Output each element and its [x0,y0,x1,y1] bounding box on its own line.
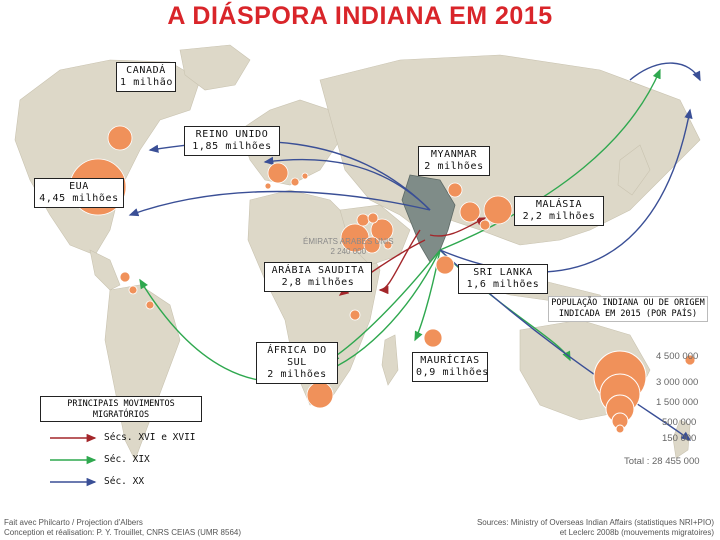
circle-singapore [479,219,491,231]
footer-sources: Sources: Ministry of Overseas Indian Aff… [477,518,714,538]
label-usa-value: 4,45 milhões [39,193,119,204]
arrow-green-3 [328,249,441,361]
label-myanmar-value: 2 milhões [424,161,484,172]
label-uae-name: ÉMIRATS ARABES UNIS [303,237,394,246]
page-title: A DIÁSPORA INDIANA EM 2015 [167,2,553,30]
circle-south-africa [306,381,334,409]
circle-mauritius [423,328,443,348]
arrow-blue-3 [128,190,431,217]
legend-item-red-label: Sécs. XVI e XVII [104,432,196,443]
circle-kuwait [356,213,370,227]
label-uk-value: 1,85 milhões [192,141,272,152]
scale-value-1500000: 1 500 000 [656,397,699,408]
scale-circle-150000 [615,424,625,434]
label-srilanka-value: 1,6 milhões [466,279,540,290]
legend-title: PRINCIPAIS MOVIMENTOS MIGRATÓRIOS [67,399,175,420]
arrow-red-2 [429,217,487,237]
circle-oman [363,236,381,254]
circle-europe-small-1 [290,177,300,187]
circle-srilanka [435,255,455,275]
label-uk-name: REINO UNIDO [195,129,269,140]
label-mauritius: MAURÍCIAS 0,9 milhões [412,352,488,382]
circle-uae [370,218,394,242]
legend-lines [50,433,97,487]
legend-item-blue-label: Séc. XX [104,476,145,487]
madagascar [381,334,399,386]
circle-nepal [447,182,463,198]
footer-source-1: Sources: Ministry of Overseas Indian Aff… [476,518,714,527]
central-america [89,249,121,291]
scale-value-500000: 500 000 [662,417,697,428]
circle-bahrain [383,240,393,250]
scale-value-3000000: 3 000 000 [656,377,699,388]
label-usa: EUA 4,45 milhões [34,178,124,208]
legend-title-box: PRINCIPAIS MOVIMENTOS MIGRATÓRIOS [40,396,202,422]
population-total: Total : 28 455 000 [624,456,700,467]
label-myanmar-name: MYANMAR [430,149,478,160]
label-canada-value: 1 milhão [120,77,173,88]
map: CANADÁ 1 milhão REINO UNIDO 1,85 milhões… [0,40,720,512]
legend-item-green: Séc. XIX [104,454,150,465]
greenland [179,44,251,91]
arrow-blue-2 [263,156,431,211]
circle-fiji [684,354,696,366]
population-scale [593,350,647,434]
circle-qatar [367,212,379,224]
legend-item-blue: Séc. XX [104,476,144,487]
label-srilanka: SRI LANKA 1,6 milhões [458,264,548,294]
circle-malaysia [483,195,513,225]
label-saudi-name: ARÁBIA SAUDITA [271,265,365,276]
label-mauritius-value: 0,9 milhões [416,367,489,378]
label-uk: REINO UNIDO 1,85 milhões [184,126,280,156]
circle-canada [107,125,133,151]
label-mauritius-name: MAURÍCIAS [420,355,480,366]
circle-caribbean-1 [119,271,131,283]
circle-caribbean-2 [128,285,138,295]
label-canada: CANADÁ 1 milhão [116,62,176,92]
label-saudi-value: 2,8 milhões [281,277,355,288]
legend-item-red: Sécs. XVI e XVII [104,432,196,443]
label-srilanka-name: SRI LANKA [473,267,533,278]
label-usa-name: EUA [69,181,89,192]
footer-projection: Fait avec Philcarto / Projection d'Alber… [4,518,143,527]
circle-europe-small-2 [301,172,309,180]
circle-east-africa [349,309,361,321]
arrow-blue-6 [629,62,701,82]
label-malaysia: MALÁSIA 2,2 milhões [514,196,604,226]
arrow-red-1 [378,229,421,295]
circle-guyana [145,300,155,310]
label-southafrica-value: 2 milhões [267,369,327,380]
label-southafrica: ÁFRICA DO SUL 2 milhões [256,342,338,384]
label-southafrica-name: ÁFRICA DO SUL [267,345,327,368]
population-legend-title: POPULAÇÃO INDIANA OU DE ORIGEM INDICADA … [548,296,708,322]
scale-value-4500000: 4 500 000 [656,351,699,362]
circle-myanmar [459,201,481,223]
label-uae: ÉMIRATS ARABES UNIS 2 240 000 [303,237,394,257]
footer-credits: Fait avec Philcarto / Projection d'Alber… [4,518,241,538]
label-canada-name: CANADÁ [126,65,166,76]
label-myanmar: MYANMAR 2 milhões [418,146,490,176]
japan [617,144,651,196]
circle-uk [267,162,289,184]
label-malaysia-value: 2,2 milhões [522,211,596,222]
scale-value-150000: 150 000 [662,433,697,444]
footer-source-2: et Leclerc 2008b (mouvements migratoires… [559,528,714,537]
footer-author: Conception et réalisation: P. Y. Trouill… [4,528,241,537]
circle-europe-small-3 [264,182,272,190]
label-saudi: ARÁBIA SAUDITA 2,8 milhões [264,262,372,292]
label-uae-value: 2 240 000 [330,247,367,256]
legend-item-green-label: Séc. XIX [104,454,150,465]
label-malaysia-name: MALÁSIA [535,199,583,210]
